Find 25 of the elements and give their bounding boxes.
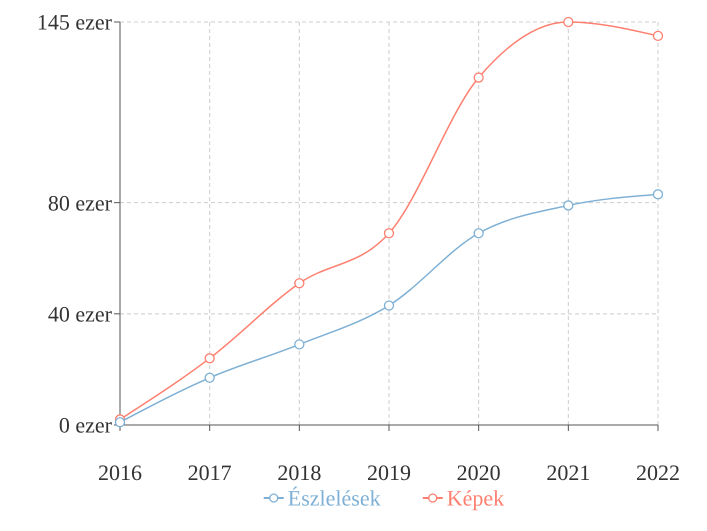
- x-tick-label: 2018: [277, 460, 322, 485]
- point: [204, 353, 215, 364]
- point: [294, 339, 304, 350]
- point: [652, 189, 664, 200]
- x-tick-label: 2021: [546, 460, 590, 485]
- y-tick-label: 40 ezer: [48, 302, 113, 327]
- point: [474, 228, 484, 238]
- x-tick-label: 2017: [188, 460, 232, 485]
- x-tick-label: 2019: [367, 460, 411, 485]
- point: [474, 72, 484, 83]
- x-tick-label: 2016: [98, 460, 142, 485]
- point: [384, 228, 394, 238]
- point: [652, 30, 664, 42]
- x-tick-label: 2022: [636, 460, 680, 485]
- x-tick-label: 2020: [456, 460, 501, 485]
- point: [563, 16, 574, 28]
- y-tick-label: 145 ezer: [36, 10, 113, 35]
- point: [384, 300, 394, 311]
- point: [204, 372, 215, 383]
- point: [563, 200, 574, 211]
- point: [294, 278, 304, 288]
- y-tick-label: 0 ezer: [58, 412, 113, 438]
- y-tick-label: 80 ezer: [48, 190, 113, 216]
- legend-label: Képek: [446, 486, 504, 511]
- legend-label: Észlelések: [288, 486, 381, 511]
